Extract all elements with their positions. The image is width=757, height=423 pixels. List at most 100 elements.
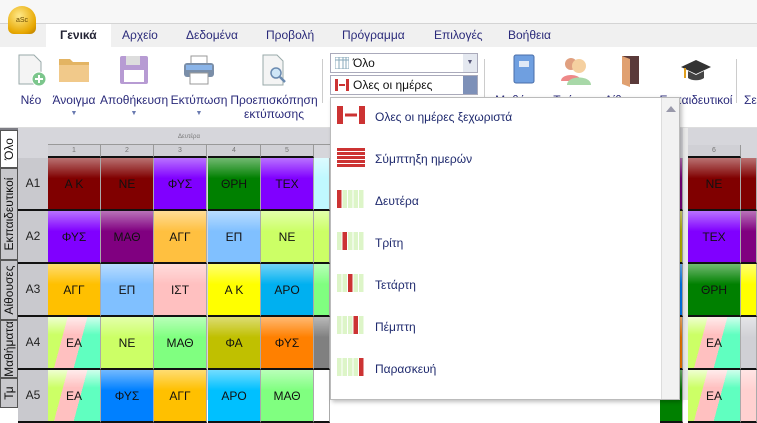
lesson-card[interactable]: ΙΣΤ: [154, 264, 207, 317]
tab-file[interactable]: Αρχείο: [122, 28, 158, 42]
tab-help[interactable]: Βοήθεια: [508, 28, 551, 42]
menu-item-monday[interactable]: Δευτέρα: [331, 184, 661, 226]
open-button[interactable]: Άνοιγμα ▼: [50, 53, 98, 121]
lesson-label: ΤΕΧ: [702, 229, 726, 244]
lesson-card[interactable]: ΕΑ: [688, 317, 741, 370]
chevron-down-icon[interactable]: ▼: [463, 54, 477, 72]
menu-item-label: Ολες οι ημέρες ξεχωριστά: [375, 110, 513, 124]
class-row-header[interactable]: Α1: [18, 158, 48, 211]
tab-general[interactable]: Γενικά: [46, 24, 111, 47]
door-icon: [612, 53, 646, 87]
tab-options[interactable]: Επιλογές: [434, 28, 483, 42]
lesson-label: ΝΕ: [118, 335, 136, 350]
lesson-card[interactable]: [741, 158, 757, 211]
menu-item-all-days-separate[interactable]: Ολες οι ημέρες ξεχωριστά: [331, 100, 661, 142]
menu-item-friday[interactable]: Παρασκευή: [331, 352, 661, 394]
lesson-card[interactable]: [314, 211, 330, 264]
lesson-card[interactable]: ΕΑ: [48, 317, 101, 370]
save-button[interactable]: Αποθήκευση ▼: [100, 53, 168, 121]
class-row-header[interactable]: Α2: [18, 211, 48, 264]
monday-icon: [337, 190, 364, 208]
days-separate-icon: [335, 79, 349, 91]
lesson-card[interactable]: ΑΡΟ: [208, 370, 261, 423]
menu-item-label: Τρίτη: [375, 236, 404, 250]
new-button[interactable]: Νέο: [14, 53, 48, 107]
menu-item-tuesday[interactable]: Τρίτη: [331, 226, 661, 268]
lesson-card[interactable]: ΦΥΣ: [48, 211, 101, 264]
lesson-card[interactable]: ΕΠ: [208, 211, 261, 264]
lesson-card[interactable]: ΑΓΓ: [48, 264, 101, 317]
menu-item-wednesday[interactable]: Τετάρτη: [331, 268, 661, 310]
lesson-card[interactable]: Α Κ: [208, 264, 261, 317]
lesson-card[interactable]: ΕΠ: [101, 264, 154, 317]
lesson-card[interactable]: ΜΑΘ: [261, 370, 314, 423]
tab-data[interactable]: Δεδομένα: [186, 28, 238, 42]
lesson-card[interactable]: ΝΕ: [688, 158, 741, 211]
lesson-card[interactable]: [741, 264, 757, 317]
lesson-card[interactable]: ΝΕ: [261, 211, 314, 264]
lesson-card[interactable]: ΕΑ: [48, 370, 101, 423]
grid-splitter[interactable]: [683, 128, 688, 400]
class-row-header[interactable]: Α5: [18, 370, 48, 423]
lesson-label: ΝΕ: [278, 229, 296, 244]
lesson-card[interactable]: ΤΕΧ: [261, 158, 314, 211]
lesson-card[interactable]: ΘΡΗ: [688, 264, 741, 317]
lesson-card[interactable]: [314, 370, 330, 423]
lesson-card[interactable]: [314, 317, 330, 370]
lesson-card[interactable]: ΦΥΣ: [154, 158, 207, 211]
lesson-card[interactable]: ΘΡΗ: [208, 158, 261, 211]
lesson-card[interactable]: ΑΓΓ: [154, 370, 207, 423]
period-header: 1: [48, 145, 101, 158]
ribbon: Νέο Άνοιγμα ▼ Αποθήκευση ▼ Εκτύπωση ▼ Προεπ…: [0, 47, 757, 128]
tab-timetable[interactable]: Πρόγραμμα: [342, 28, 405, 42]
side-tab-subjects[interactable]: Μαθήματα: [0, 320, 18, 378]
print-button[interactable]: Εκτύπωση ▼: [170, 53, 228, 121]
lesson-card[interactable]: Α Κ: [48, 158, 101, 211]
lesson-card[interactable]: ΦΥΣ: [101, 370, 154, 423]
lesson-card[interactable]: ΜΑΘ: [154, 317, 207, 370]
chevron-down-icon[interactable]: [463, 76, 477, 94]
menu-item-label: Πέμπτη: [375, 320, 416, 334]
period-header: 5: [261, 145, 314, 158]
day-header: Δευτέρα: [48, 130, 330, 145]
save-label: Αποθήκευση: [100, 93, 169, 107]
menu-item-collapse-days[interactable]: Σύμπτηξη ημερών: [331, 142, 661, 184]
lesson-label: ΜΑΘ: [113, 229, 141, 244]
graduation-cap-icon: [679, 53, 713, 87]
class-row-header[interactable]: Α3: [18, 264, 48, 317]
lesson-card[interactable]: ΦΑ: [208, 317, 261, 370]
people-icon: [559, 53, 593, 87]
lesson-label: ΕΠ: [225, 229, 243, 244]
app-logo[interactable]: aSc: [8, 6, 36, 34]
lesson-card[interactable]: [741, 317, 757, 370]
lesson-card[interactable]: ΤΕΧ: [688, 211, 741, 264]
class-row-header[interactable]: Α4: [18, 317, 48, 370]
lesson-label: ΦΥΣ: [114, 388, 140, 403]
side-tab-all[interactable]: Όλο: [0, 130, 18, 168]
days-combo[interactable]: Ολες οι ημέρες ξεχωριστά: [330, 75, 478, 110]
lesson-card[interactable]: ΑΡΟ: [261, 264, 314, 317]
side-tab-teachers[interactable]: Εκπαιδευτικοί: [0, 168, 18, 260]
lesson-label: ΝΕ: [118, 176, 136, 191]
lesson-card[interactable]: [314, 158, 330, 211]
tab-view[interactable]: Προβολή: [266, 28, 315, 42]
lesson-card[interactable]: ΜΑΘ: [101, 211, 154, 264]
lesson-card[interactable]: ΑΓΓ: [154, 211, 207, 264]
period-header: 4: [208, 145, 261, 158]
print-preview-button[interactable]: Προεπισκόπηση εκτύπωσης: [230, 53, 318, 121]
more-button[interactable]: Σε: [744, 93, 757, 107]
scroll-up-icon[interactable]: [666, 106, 676, 112]
view-combo[interactable]: Όλο ▼: [330, 53, 478, 73]
lesson-card[interactable]: [314, 264, 330, 317]
menu-item-thursday[interactable]: Πέμπτη: [331, 310, 661, 352]
lesson-card[interactable]: [741, 211, 757, 264]
lesson-card[interactable]: ΝΕ: [101, 158, 154, 211]
lesson-card[interactable]: [741, 370, 757, 423]
lesson-card[interactable]: ΕΑ: [688, 370, 741, 423]
side-tab-classes[interactable]: Τμ: [0, 378, 18, 408]
side-tab-rooms[interactable]: Αίθουσες: [0, 260, 18, 320]
lesson-card[interactable]: ΝΕ: [101, 317, 154, 370]
menu-item-label: Παρασκευή: [375, 362, 437, 376]
scrollbar[interactable]: [661, 98, 679, 399]
lesson-card[interactable]: ΦΥΣ: [261, 317, 314, 370]
